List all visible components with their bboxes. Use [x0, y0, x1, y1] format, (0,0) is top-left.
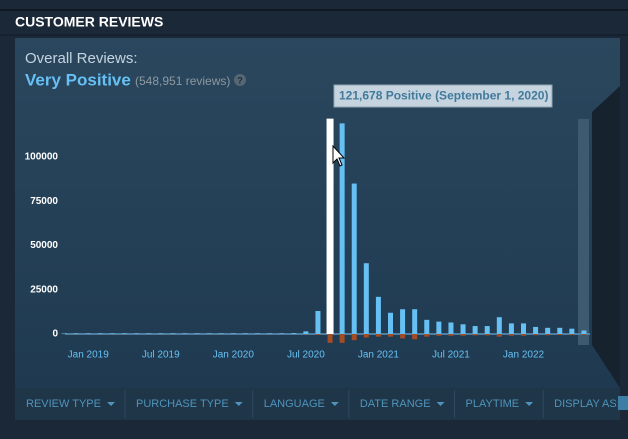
bar[interactable]	[569, 329, 574, 334]
bar[interactable]	[436, 334, 441, 336]
filter-label[interactable]: LANGUAGE	[264, 398, 325, 410]
bar[interactable]	[412, 309, 417, 334]
bar[interactable]	[388, 334, 393, 337]
bar[interactable]	[231, 333, 236, 334]
bar[interactable]	[62, 333, 67, 334]
bar[interactable]	[424, 320, 429, 334]
bar[interactable]	[497, 334, 502, 337]
bar[interactable]	[207, 333, 212, 334]
bar[interactable]	[533, 327, 538, 334]
bar[interactable]	[315, 311, 320, 334]
bar[interactable]	[279, 333, 284, 334]
filter-label[interactable]: PURCHASE TYPE	[136, 398, 229, 410]
bar[interactable]	[448, 323, 453, 335]
bar[interactable]	[509, 323, 514, 334]
summary-label: Overall Reviews:	[25, 50, 138, 67]
bar[interactable]	[436, 322, 441, 334]
bar[interactable]	[74, 333, 79, 334]
bar[interactable]	[364, 263, 369, 334]
help-text: ?	[237, 75, 243, 85]
range-handle[interactable]	[578, 119, 589, 345]
bar[interactable]	[461, 334, 466, 336]
bar[interactable]	[315, 334, 320, 335]
bar[interactable]	[545, 334, 550, 335]
bar[interactable]	[485, 326, 490, 334]
bar[interactable]	[122, 333, 127, 334]
bar[interactable]	[267, 333, 272, 334]
bar[interactable]	[412, 334, 417, 339]
y-tick-label: 75000	[30, 196, 58, 207]
bar[interactable]	[400, 334, 405, 338]
bar[interactable]	[352, 334, 357, 340]
x-tick-label: Jan 2020	[213, 350, 255, 361]
bar[interactable]	[485, 334, 490, 335]
y-tick-label: 0	[52, 329, 58, 340]
bar[interactable]	[110, 333, 115, 334]
bar[interactable]	[327, 119, 334, 334]
bar[interactable]	[219, 333, 224, 334]
display-select[interactable]	[618, 396, 628, 410]
bar[interactable]	[243, 333, 248, 334]
bar[interactable]	[533, 334, 538, 335]
bar[interactable]	[303, 331, 308, 334]
bar[interactable]	[424, 334, 429, 337]
y-tick-label: 50000	[30, 240, 58, 251]
bar[interactable]	[581, 330, 586, 334]
bar[interactable]	[461, 324, 466, 334]
bar[interactable]	[521, 323, 526, 334]
bar[interactable]	[509, 334, 514, 336]
bar[interactable]	[352, 184, 357, 334]
bar[interactable]	[388, 313, 393, 334]
bar[interactable]	[134, 333, 139, 334]
bar[interactable]	[291, 333, 296, 334]
bar[interactable]	[581, 334, 586, 335]
bar[interactable]	[146, 333, 151, 334]
rating: Very Positive	[25, 70, 131, 89]
bar[interactable]	[569, 334, 574, 335]
bar[interactable]	[364, 334, 369, 338]
bar[interactable]	[328, 334, 333, 343]
bar[interactable]	[340, 334, 345, 343]
bar[interactable]	[158, 333, 163, 334]
y-tick-label: 25000	[30, 284, 58, 295]
bar[interactable]	[376, 297, 381, 334]
x-tick-label: Jan 2021	[358, 350, 400, 361]
bar[interactable]	[557, 328, 562, 334]
bar[interactable]	[545, 328, 550, 334]
bar[interactable]	[255, 333, 260, 334]
bar[interactable]	[98, 333, 103, 334]
bar[interactable]	[86, 333, 91, 334]
bar[interactable]	[497, 317, 502, 334]
tooltip-text: 121,678 Positive (September 1, 2020)	[339, 89, 548, 103]
section-title: CUSTOMER REVIEWS	[15, 14, 163, 30]
filter-label[interactable]: PLAYTIME	[466, 398, 520, 410]
bar[interactable]	[400, 309, 405, 334]
bar[interactable]	[182, 333, 187, 334]
filter-label[interactable]: DISPLAY AS:	[554, 398, 620, 410]
filter-label[interactable]: REVIEW TYPE	[26, 398, 101, 410]
x-tick-label: Jul 2020	[287, 350, 325, 361]
bar[interactable]	[448, 334, 453, 336]
review-count: (548,951 reviews)	[135, 74, 230, 88]
bar[interactable]	[473, 326, 478, 334]
x-tick-label: Jul 2019	[142, 350, 180, 361]
bar[interactable]	[473, 334, 478, 335]
x-tick-label: Jan 2022	[503, 350, 545, 361]
x-tick-label: Jul 2021	[432, 350, 470, 361]
bar[interactable]	[521, 334, 526, 336]
bar[interactable]	[170, 333, 175, 334]
side-nav[interactable]	[592, 86, 620, 388]
x-tick-label: Jan 2019	[68, 350, 110, 361]
y-tick-label: 100000	[25, 152, 59, 163]
bar[interactable]	[557, 334, 562, 335]
bar[interactable]	[195, 333, 200, 334]
filter-label[interactable]: DATE RANGE	[360, 398, 431, 410]
bar[interactable]	[376, 334, 381, 337]
